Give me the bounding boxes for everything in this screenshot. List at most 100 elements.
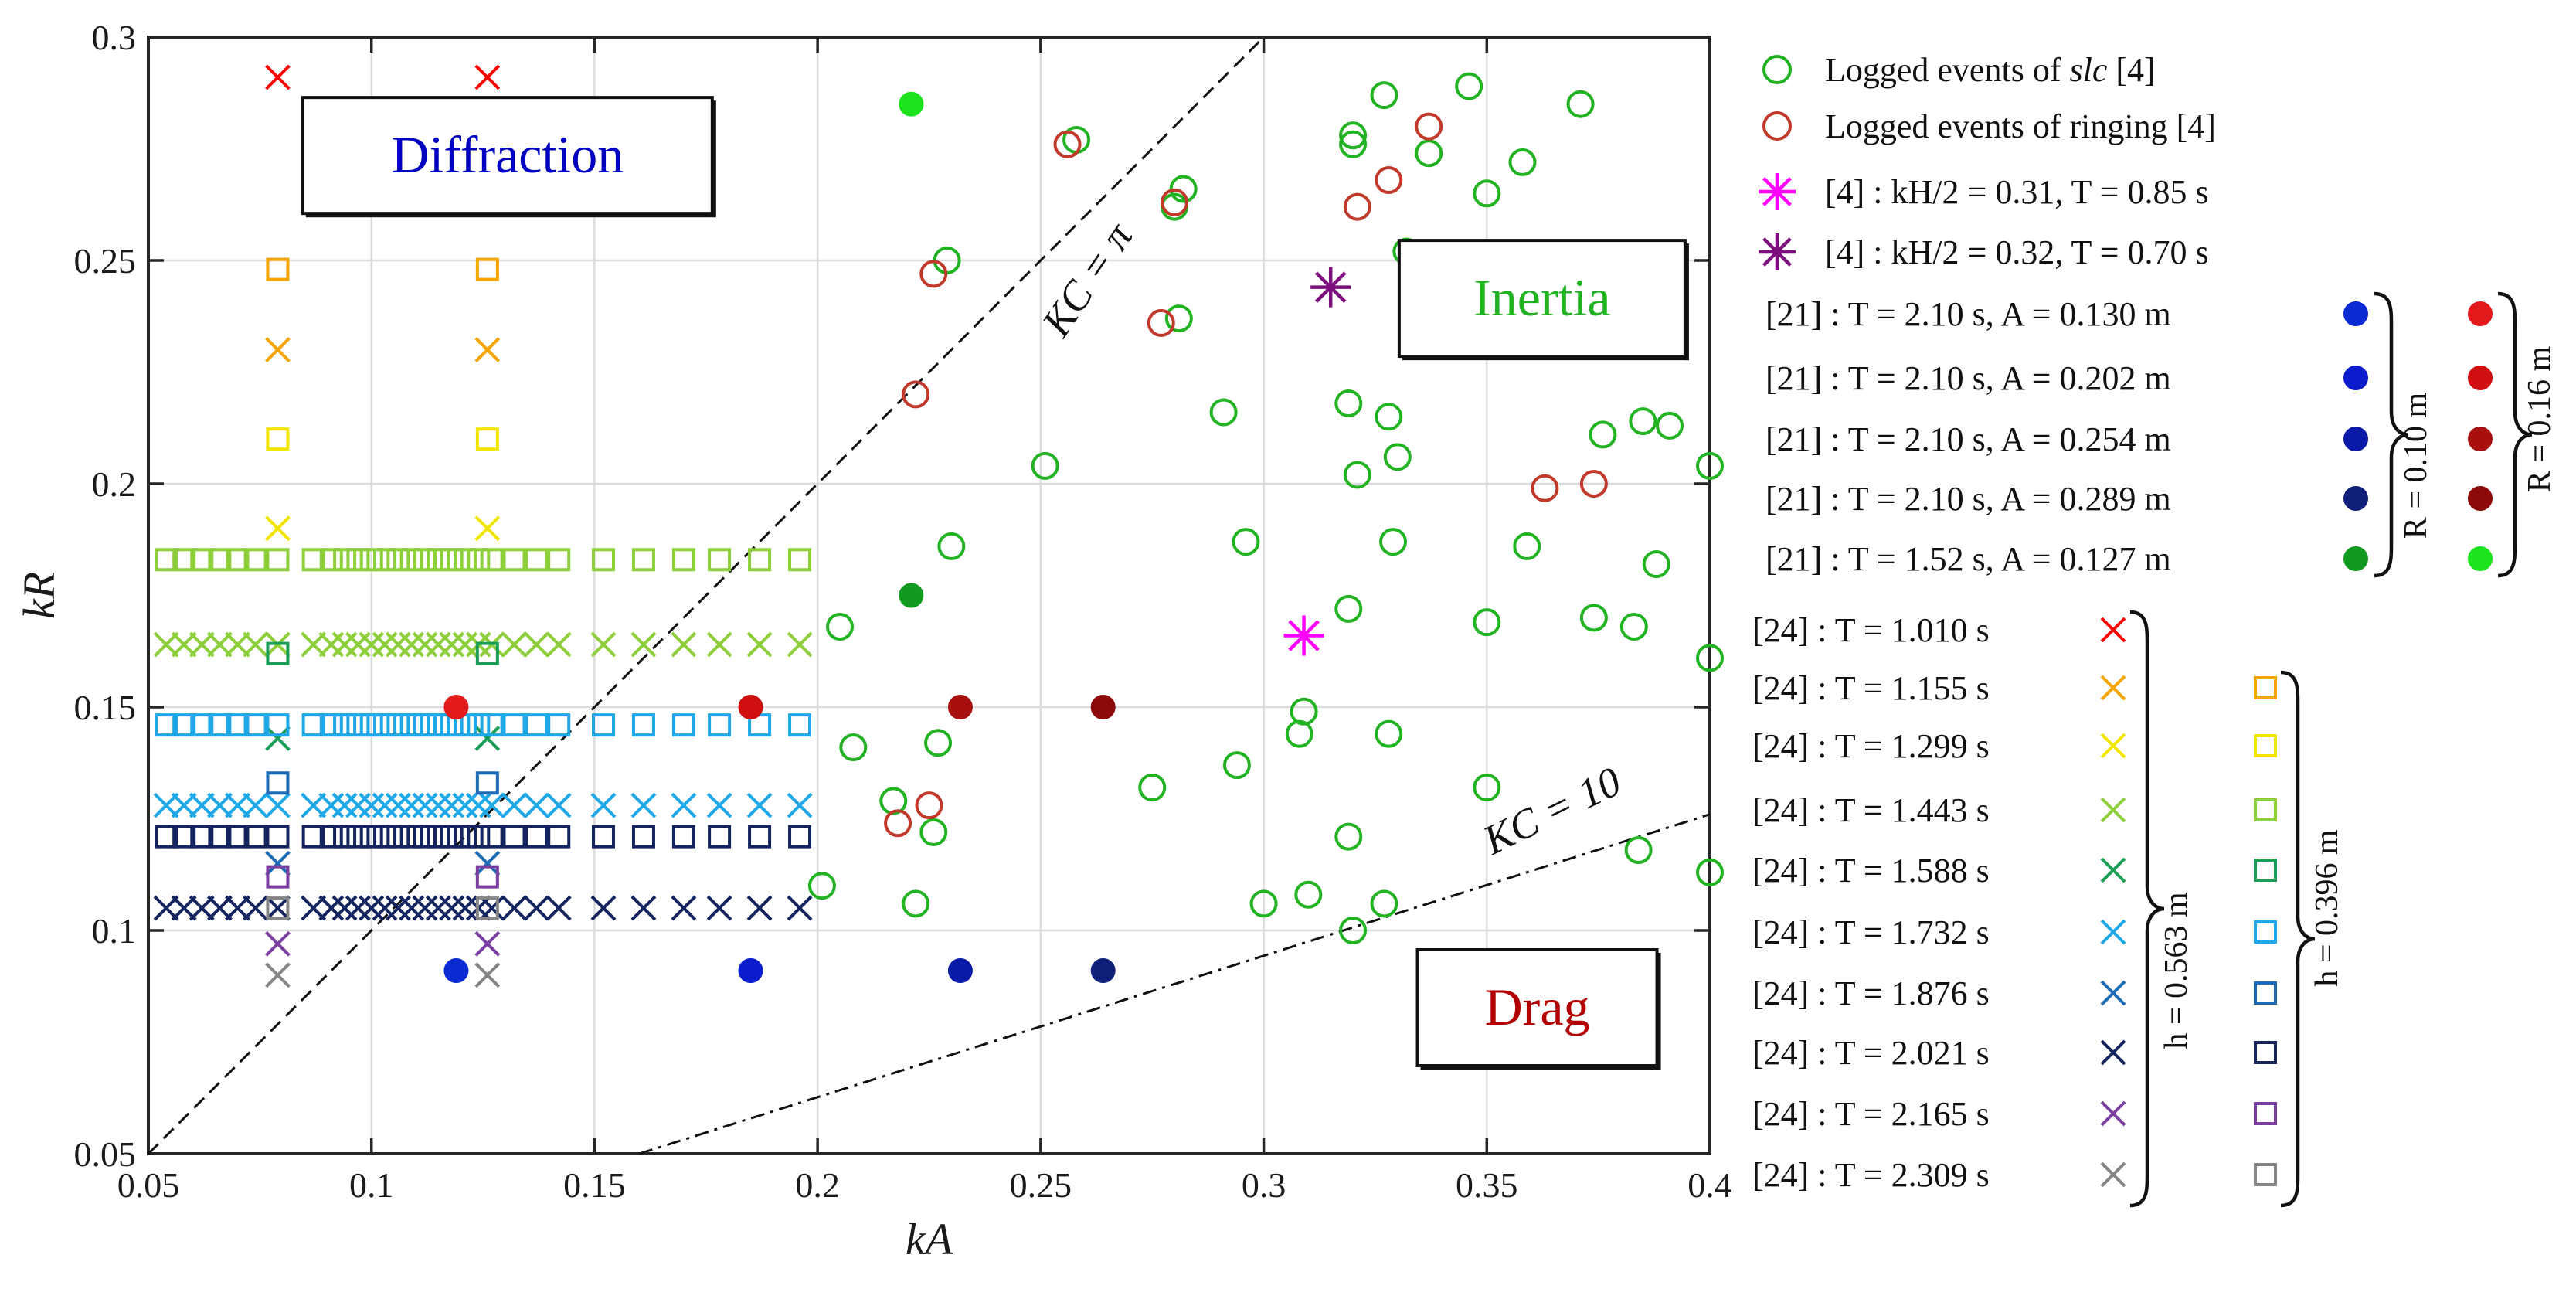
x-tick-label: 0.25 [1010,1165,1072,1205]
ref24-cross-point [630,792,657,818]
legend-ref21-label: [21] : T = 2.10 s, A = 0.289 m [1765,480,2171,518]
slc-event-point [1249,889,1278,918]
ref21-point-r010 [947,958,973,984]
legend-ref24-square-marker [2254,859,2277,882]
x-tick-label: 0.35 [1456,1165,1518,1205]
slc-event-point [807,872,836,900]
legend-ref21-label: [21] : T = 2.10 s, A = 0.254 m [1765,420,2171,458]
ref24-square-point [708,825,732,849]
inertia-region-box [1397,239,1687,359]
ref24-square-point [788,713,812,737]
diffraction-region-shadow [305,213,715,218]
y-tick-label: 0.05 [74,1134,137,1174]
ref24-square-point [748,825,772,849]
legend-ref21-r016-marker [2468,486,2493,511]
ref24-cross-point [206,895,233,921]
ref24-square-point [266,427,290,451]
ref24-cross-point [385,895,411,921]
ref24-square-point [386,713,410,737]
y-tick-label: 0.1 [92,911,137,951]
legend-ref24-square-marker [2254,1102,2277,1125]
slc-event-point [879,787,908,815]
slc-event-point [937,532,966,560]
slc-event-point [1379,528,1408,556]
ref24-square-point [631,548,655,572]
ref24-square-point [671,713,695,737]
ref24-square-point [226,825,250,849]
ref24-cross-point [474,930,501,957]
ref24-square-point [208,825,232,849]
legend-ref24-label: [24] : T = 1.299 s [1752,727,1990,765]
x-tick-label: 0.15 [563,1165,626,1205]
legend-ref21-label: [21] : T = 1.52 s, A = 0.127 m [1765,540,2171,578]
ref24-cross-point [452,631,478,658]
ref24-cross-point [671,631,697,658]
ref24-cross-point [189,792,215,818]
ref24-square-point [266,548,290,572]
ref24-cross-point [318,895,345,921]
ref24-cross-point [545,895,572,921]
slc-event-point [1343,461,1371,489]
ref24-cross-point [399,792,425,818]
ref24-square-point [502,825,526,849]
ref24-cross-point [206,792,233,818]
legend-ref24-cross-marker [2100,675,2126,701]
ref24-square-point [266,257,290,281]
legend-ref24-square-marker [2254,676,2277,699]
slc-event-point [1696,858,1724,886]
ref24-cross-point [265,895,291,921]
diffraction-region-box [301,96,714,216]
ref24-square-point [226,548,250,572]
slc-event-point [1375,719,1403,748]
ref24-square-point [525,713,549,737]
legend-ringing-label: Logged events of ringing [4] [1825,107,2216,145]
ringing-event-point [902,380,930,409]
ref24-square-point [467,713,491,737]
ref24-cross-point [225,792,250,818]
ref24-square-point [266,713,290,737]
ref21-point-r016 [443,695,469,719]
brace-h396-label: h = 0.396 m [2309,829,2345,987]
ref24-cross-point [425,631,451,658]
slc-event-point [1222,751,1251,780]
brace-r016 [2497,291,2533,578]
diffraction-region-label: Diffraction [391,125,624,184]
ref24-square-point [399,713,423,737]
ref24-cross-point [265,850,291,876]
x-tick-label: 0.4 [1687,1165,1732,1205]
ref24-cross-point [225,895,250,921]
ref24-cross-point [523,631,549,658]
ref24-cross-point [345,895,371,921]
ref24-square-point [266,865,290,889]
legend-ref24-cross-marker [2100,980,2126,1006]
ref24-cross-point [706,792,732,818]
inertia-region-label: Inertia [1473,268,1610,327]
ref24-cross-point [243,631,268,658]
ref24-cross-point [265,962,291,988]
ref24-cross-point [399,895,425,921]
ringing-event-point [919,260,948,288]
legend-ref24-label: [24] : T = 1.155 s [1752,669,1990,707]
ref24-cross-point [171,895,197,921]
slc-event-point [1285,719,1313,748]
legend-ref24-label: [24] : T = 1.876 s [1752,974,1990,1012]
ref24-square-point [413,548,437,572]
slc-event-point [902,889,930,918]
ref24-cross-point [243,895,268,921]
ref24-cross-point [225,631,250,658]
ref24-square-point [172,548,196,572]
ref24-cross-point [671,895,697,921]
ref24-square-point [172,825,196,849]
ref24-square-point [475,427,499,451]
ref24-square-point [671,825,695,849]
brace-h563-label: h = 0.563 m [2159,892,2194,1049]
drag-region-shadow [1657,952,1661,1070]
slc-event-point [1619,612,1648,641]
legend-ref24-cross-marker [2100,1039,2126,1066]
ref24-cross-point [787,792,813,818]
ref24-cross-point [787,895,813,921]
ref24-cross-point [501,895,527,921]
ref24-cross-point [706,895,732,921]
legend: Logged events of slc [4]Logged events of… [1752,51,2557,1208]
ref24-cross-point [746,792,773,818]
